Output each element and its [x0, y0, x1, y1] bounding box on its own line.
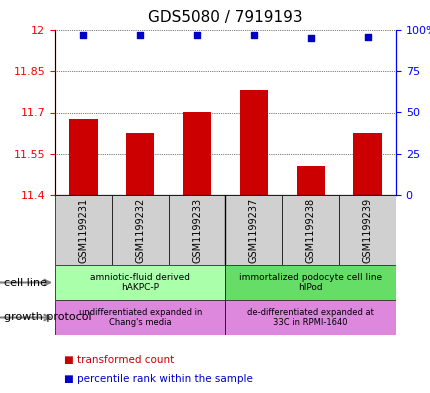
FancyBboxPatch shape — [168, 195, 225, 265]
FancyBboxPatch shape — [225, 265, 395, 300]
Text: undifferentiated expanded in
Chang's media: undifferentiated expanded in Chang's med… — [78, 308, 202, 327]
Text: GSM1199239: GSM1199239 — [362, 197, 372, 263]
Text: cell line: cell line — [4, 277, 47, 288]
Text: GSM1199231: GSM1199231 — [78, 197, 88, 263]
FancyBboxPatch shape — [338, 195, 395, 265]
Point — [136, 32, 143, 38]
FancyBboxPatch shape — [55, 300, 225, 335]
Point — [80, 32, 87, 38]
Bar — [239, 90, 267, 195]
Bar — [69, 119, 98, 195]
Point — [307, 35, 313, 41]
FancyBboxPatch shape — [111, 195, 168, 265]
Text: ■ transformed count: ■ transformed count — [64, 354, 173, 365]
FancyBboxPatch shape — [225, 195, 282, 265]
Text: amniotic-fluid derived
hAKPC-P: amniotic-fluid derived hAKPC-P — [90, 273, 190, 292]
FancyBboxPatch shape — [55, 265, 225, 300]
FancyBboxPatch shape — [55, 195, 111, 265]
Bar — [182, 112, 211, 195]
Point — [193, 32, 200, 38]
Bar — [296, 166, 324, 195]
Text: GSM1199232: GSM1199232 — [135, 197, 145, 263]
Text: GSM1199237: GSM1199237 — [249, 197, 258, 263]
Title: GDS5080 / 7919193: GDS5080 / 7919193 — [148, 10, 302, 25]
Point — [363, 33, 370, 40]
Text: de-differentiated expanded at
33C in RPMI-1640: de-differentiated expanded at 33C in RPM… — [247, 308, 373, 327]
Bar — [126, 133, 154, 195]
Text: growth protocol: growth protocol — [4, 312, 92, 323]
Text: GSM1199238: GSM1199238 — [305, 197, 315, 263]
Text: GSM1199233: GSM1199233 — [192, 197, 202, 263]
Point — [250, 32, 257, 38]
FancyBboxPatch shape — [225, 300, 395, 335]
Bar — [353, 133, 381, 195]
FancyBboxPatch shape — [282, 195, 338, 265]
Text: immortalized podocyte cell line
hIPod: immortalized podocyte cell line hIPod — [239, 273, 381, 292]
Text: ■ percentile rank within the sample: ■ percentile rank within the sample — [64, 374, 252, 384]
